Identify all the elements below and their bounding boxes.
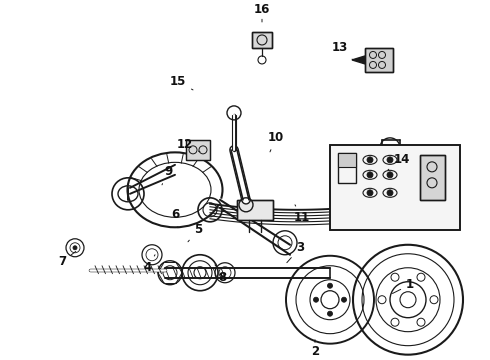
Bar: [365, 48, 393, 72]
Bar: [252, 32, 272, 48]
Bar: [237, 200, 273, 220]
Bar: [420, 155, 445, 200]
Circle shape: [342, 297, 346, 302]
Circle shape: [327, 283, 333, 288]
Text: 4: 4: [144, 255, 155, 274]
Bar: [252, 32, 272, 48]
Text: 5: 5: [188, 223, 202, 242]
Circle shape: [367, 157, 373, 163]
Circle shape: [73, 246, 77, 250]
Bar: [338, 153, 356, 183]
Bar: [330, 145, 460, 230]
Circle shape: [387, 157, 393, 163]
Text: 13: 13: [332, 41, 353, 60]
Polygon shape: [352, 56, 365, 64]
Text: 3: 3: [287, 241, 304, 263]
Text: 2: 2: [311, 340, 319, 358]
Text: 14: 14: [388, 153, 410, 170]
Text: 15: 15: [170, 76, 193, 90]
Bar: [186, 140, 210, 160]
Circle shape: [387, 190, 393, 196]
Text: 9: 9: [162, 165, 172, 185]
Bar: [365, 48, 393, 72]
Text: 7: 7: [58, 251, 76, 268]
Text: 8: 8: [215, 265, 226, 284]
Bar: [338, 153, 356, 167]
Text: 12: 12: [177, 138, 200, 152]
Bar: [237, 200, 273, 220]
Circle shape: [387, 172, 393, 178]
Text: 10: 10: [268, 131, 284, 152]
Circle shape: [327, 311, 333, 316]
Text: 1: 1: [392, 278, 414, 293]
Circle shape: [314, 297, 318, 302]
Bar: [420, 155, 445, 200]
Circle shape: [367, 172, 373, 178]
Circle shape: [367, 190, 373, 196]
Text: 16: 16: [254, 4, 270, 22]
Text: 6: 6: [171, 208, 179, 228]
Bar: [186, 140, 210, 160]
Bar: [330, 145, 460, 230]
Text: 11: 11: [294, 205, 310, 224]
